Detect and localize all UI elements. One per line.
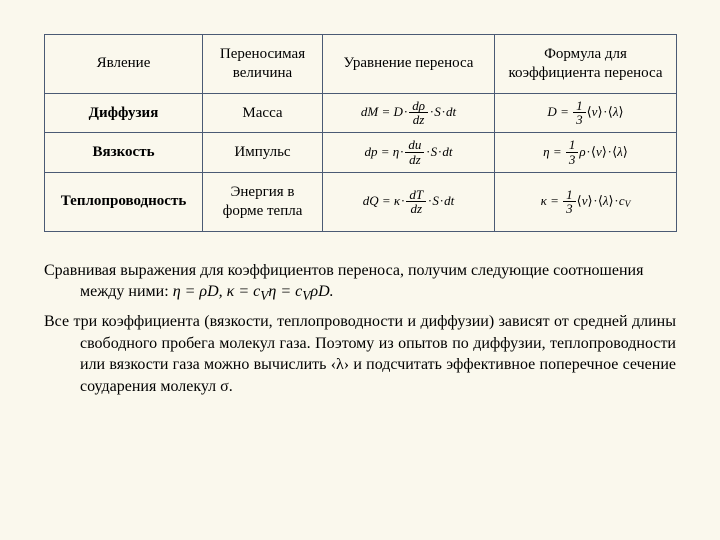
row-coefficient: κ = 13⟨v⟩·⟨λ⟩·cV — [495, 173, 677, 232]
body-text: Сравнивая выражения для коэффициентов пе… — [44, 260, 676, 398]
row-equation: dQ = κ·dTdz·S·dt — [323, 173, 495, 232]
row-coefficient: D = 13⟨v⟩·⟨λ⟩ — [495, 93, 677, 133]
row-name: Теплопроводность — [45, 182, 202, 221]
table-header-row: Явление Переносимая величина Уравнение п… — [45, 35, 677, 94]
row-coefficient: η = 13ρ·⟨v⟩·⟨λ⟩ — [495, 133, 677, 173]
row-name: Вязкость — [45, 133, 202, 172]
col-header-phenomenon: Явление — [45, 35, 203, 94]
col-header-coefficient: Формула для коэффициента переноса — [495, 35, 677, 94]
paragraph-discussion: Все три коэффициента (вязкости, теплопро… — [44, 311, 676, 397]
table-row: Вязкость Импульс dp = η·dudz·S·dt η = 13… — [45, 133, 677, 173]
table-row: Диффузия Масса dM = D·dρdz·S·dt D = 13⟨v… — [45, 93, 677, 133]
row-quantity: Импульс — [203, 133, 322, 172]
col-header-quantity: Переносимая величина — [203, 35, 323, 94]
col-header-equation: Уравнение переноса — [323, 35, 495, 94]
page: Явление Переносимая величина Уравнение п… — [0, 0, 720, 424]
row-equation: dM = D·dρdz·S·dt — [323, 93, 495, 133]
paragraph-relation: Сравнивая выражения для коэффициентов пе… — [44, 260, 676, 306]
table-row: Теплопроводность Энергия в форме тепла d… — [45, 173, 677, 232]
row-name: Диффузия — [45, 94, 202, 133]
transport-table: Явление Переносимая величина Уравнение п… — [44, 34, 677, 232]
row-quantity: Масса — [203, 94, 322, 133]
row-quantity: Энергия в форме тепла — [203, 173, 322, 231]
row-equation: dp = η·dudz·S·dt — [323, 133, 495, 173]
